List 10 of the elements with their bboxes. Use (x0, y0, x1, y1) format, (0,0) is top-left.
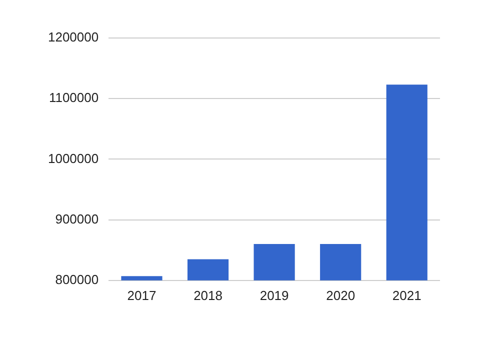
x-tick-label: 2019 (260, 288, 289, 303)
y-tick-label: 1000000 (48, 150, 99, 166)
y-tick-label: 1100000 (48, 90, 99, 106)
y-tick-label: 1200000 (48, 30, 99, 45)
x-tick-label: 2017 (127, 288, 156, 303)
y-tick-label: 800000 (55, 272, 99, 287)
x-tick-label: 2020 (326, 288, 356, 303)
x-tick-label: 2018 (194, 288, 222, 303)
y-tick-label: 900000 (55, 211, 99, 226)
x-tick-label: 2021 (392, 288, 422, 303)
